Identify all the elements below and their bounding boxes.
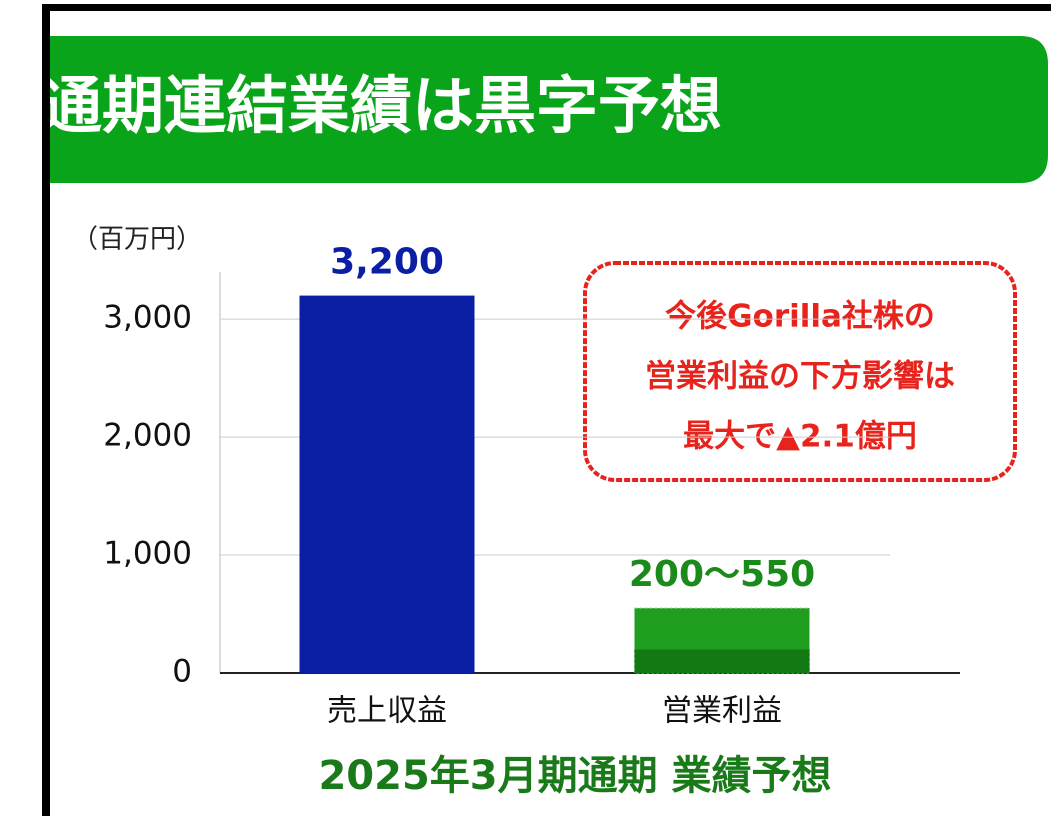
annotation-line: 営業利益の下方影響は — [645, 359, 955, 395]
bar — [299, 295, 475, 673]
bar-range-low — [634, 649, 810, 673]
chart-title: 通期連結業績は黒字予想 — [40, 69, 722, 142]
frame-left — [42, 4, 50, 816]
value-label: 3,200 — [330, 242, 444, 283]
y-tick-label: 3,000 — [103, 300, 192, 336]
annotation-line: 最大で▲2.1億円 — [683, 419, 917, 455]
y-tick-label: 0 — [172, 654, 192, 690]
value-label: 200〜550 — [629, 554, 815, 595]
x-tick-label: 営業利益 — [662, 694, 782, 729]
x-tick-label: 売上収益 — [327, 694, 447, 729]
annotation-box — [583, 261, 1017, 482]
y-tick-label: 2,000 — [103, 418, 192, 454]
title-banner — [50, 36, 1048, 183]
y-tick-label: 1,000 — [103, 536, 192, 572]
annotation-line: 今後Gorilla社株の — [665, 299, 935, 335]
footer: 2025年3月期通期 業績予想 — [318, 753, 831, 799]
frame-top — [42, 4, 1051, 11]
unit-label: （百万円） — [72, 225, 202, 255]
